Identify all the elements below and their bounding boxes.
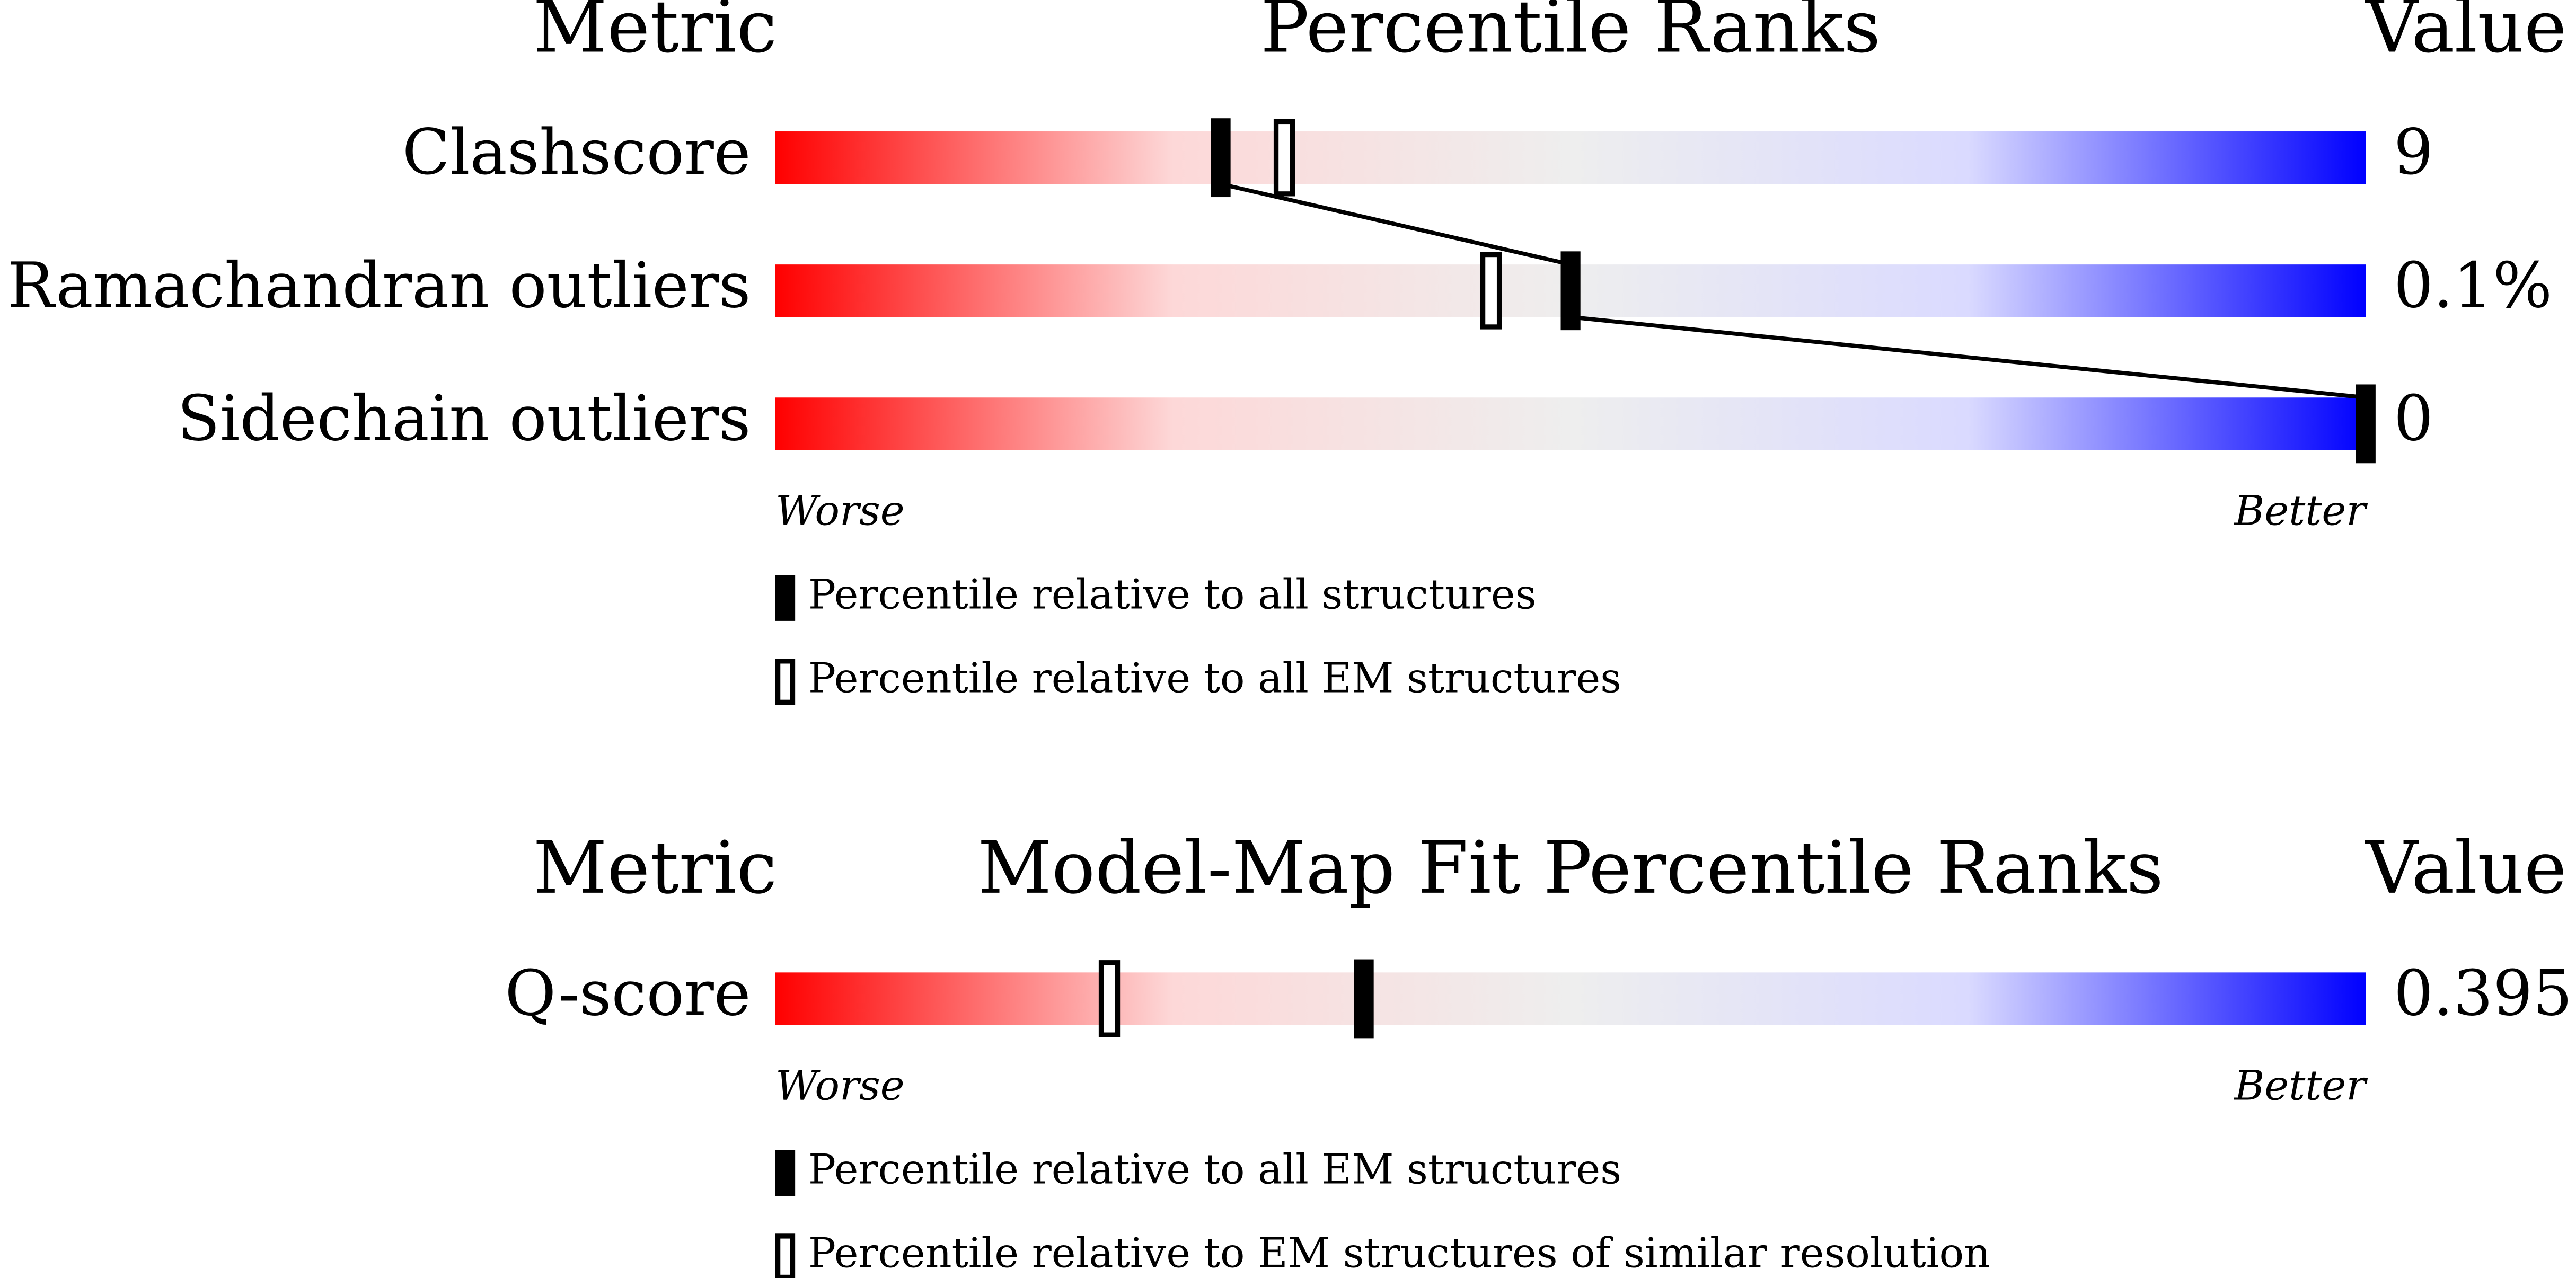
marker-open [1480,252,1502,330]
metric-value: 0.395 [2394,957,2572,1030]
slider-bar [775,131,2366,184]
legend-label: Percentile relative to all structures [808,571,1537,618]
marker-open [1098,960,1121,1037]
metric-value: 0.1% [2394,249,2552,322]
marker-filled [1211,118,1231,198]
header-metric: Metric [533,826,777,910]
low-label: Worse [775,1062,905,1110]
legend-icon-filled [775,1150,796,1196]
legend-label: Percentile relative to EM structures of … [808,1230,1990,1277]
metric-value: 0 [2394,382,2433,455]
legend-label: Percentile relative to all EM structures [808,1146,1621,1194]
header-value: Value [2365,0,2566,69]
high-label: Better [2233,487,2368,535]
legend-icon-filled [775,575,796,621]
metric-label: Q-score [505,957,751,1030]
marker-filled [1354,959,1374,1039]
metric-label: Ramachandran outliers [7,249,751,322]
chart-title: Model-Map Fit Percentile Ranks [977,826,2163,910]
slider-bar [775,972,2366,1025]
metric-value: 9 [2394,116,2433,189]
legend-icon-open [775,1233,796,1278]
header-metric: Metric [533,0,777,69]
marker-filled [2356,384,2376,464]
low-label: Worse [775,487,905,535]
slider-bar [775,397,2366,450]
metric-label: Clashscore [402,116,751,189]
marker-filled [1560,251,1581,331]
metric-label: Sidechain outliers [177,382,751,455]
legend-icon-open [775,659,796,705]
chart-title: Percentile Ranks [1260,0,1881,69]
high-label: Better [2233,1062,2368,1110]
header-value: Value [2365,826,2566,910]
marker-open [1273,119,1295,197]
legend-label: Percentile relative to all EM structures [808,655,1621,703]
